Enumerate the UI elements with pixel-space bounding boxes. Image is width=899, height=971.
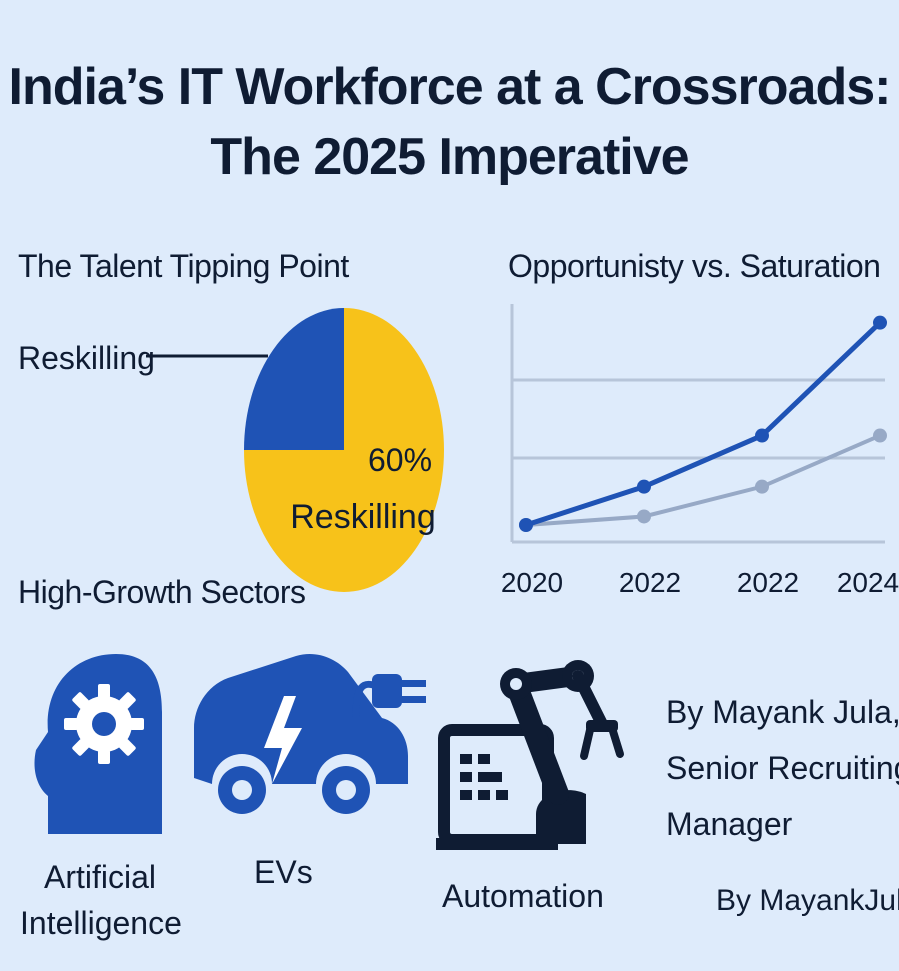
- x-tick-label: 2024: [837, 567, 899, 598]
- title-line-1: India’s IT Workforce at a Crossroads:: [8, 58, 892, 116]
- x-tick-label: 2022: [737, 567, 799, 598]
- sector-ev-label: EVs: [254, 854, 313, 890]
- pie-slice-percent: 60%: [368, 442, 432, 478]
- sectors-heading: High-Growth Sectors: [18, 574, 306, 610]
- sector-ai-label-line2: Intelligence: [20, 905, 182, 941]
- series-0-point: [755, 428, 769, 443]
- series-1-point: [637, 509, 651, 524]
- pie-chart: 60% Reskilling: [146, 308, 444, 592]
- author-name: By Mayank Jula,: [666, 694, 899, 730]
- series-1-point: [873, 428, 887, 443]
- line-section-heading: Opportunisty vs. Saturation: [508, 248, 881, 284]
- series-0-point: [637, 479, 651, 494]
- series-line-1: [525, 433, 881, 527]
- page-title: India’s IT Workforce at a Crossroads: Th…: [0, 52, 899, 192]
- pie-slice-label: Reskilling: [290, 498, 436, 536]
- title-line-2: The 2025 Imperative: [210, 128, 689, 186]
- author-block: By Mayank Jula, Senior Recruiting Manage…: [666, 684, 899, 852]
- series-0-point: [519, 518, 533, 532]
- author-title-line2: Manager: [666, 806, 793, 842]
- sector-ai-label: Artificial Intelligence: [20, 854, 182, 946]
- pie-callout-label: Reskilling: [18, 340, 155, 376]
- x-tick-label: 2020: [501, 567, 563, 598]
- sector-ai-label-line1: Artificial: [43, 859, 156, 895]
- pie-section-heading: The Talent Tipping Point: [18, 248, 349, 284]
- ai-head-gear-icon: [34, 654, 162, 834]
- author-title-line1: Senior Recruiting: [666, 750, 899, 786]
- series-0-point: [873, 315, 887, 330]
- x-tick-label: 2022: [619, 567, 681, 598]
- robot-arm-icon: [436, 660, 624, 850]
- line-chart: 2020 2022 2022 2024: [501, 304, 899, 598]
- sector-automation-label: Automation: [442, 878, 604, 914]
- electric-car-icon: [194, 653, 426, 814]
- series-1-point: [755, 479, 769, 494]
- pie-slice-reskilling: [244, 308, 344, 450]
- series-line-0: [525, 320, 882, 528]
